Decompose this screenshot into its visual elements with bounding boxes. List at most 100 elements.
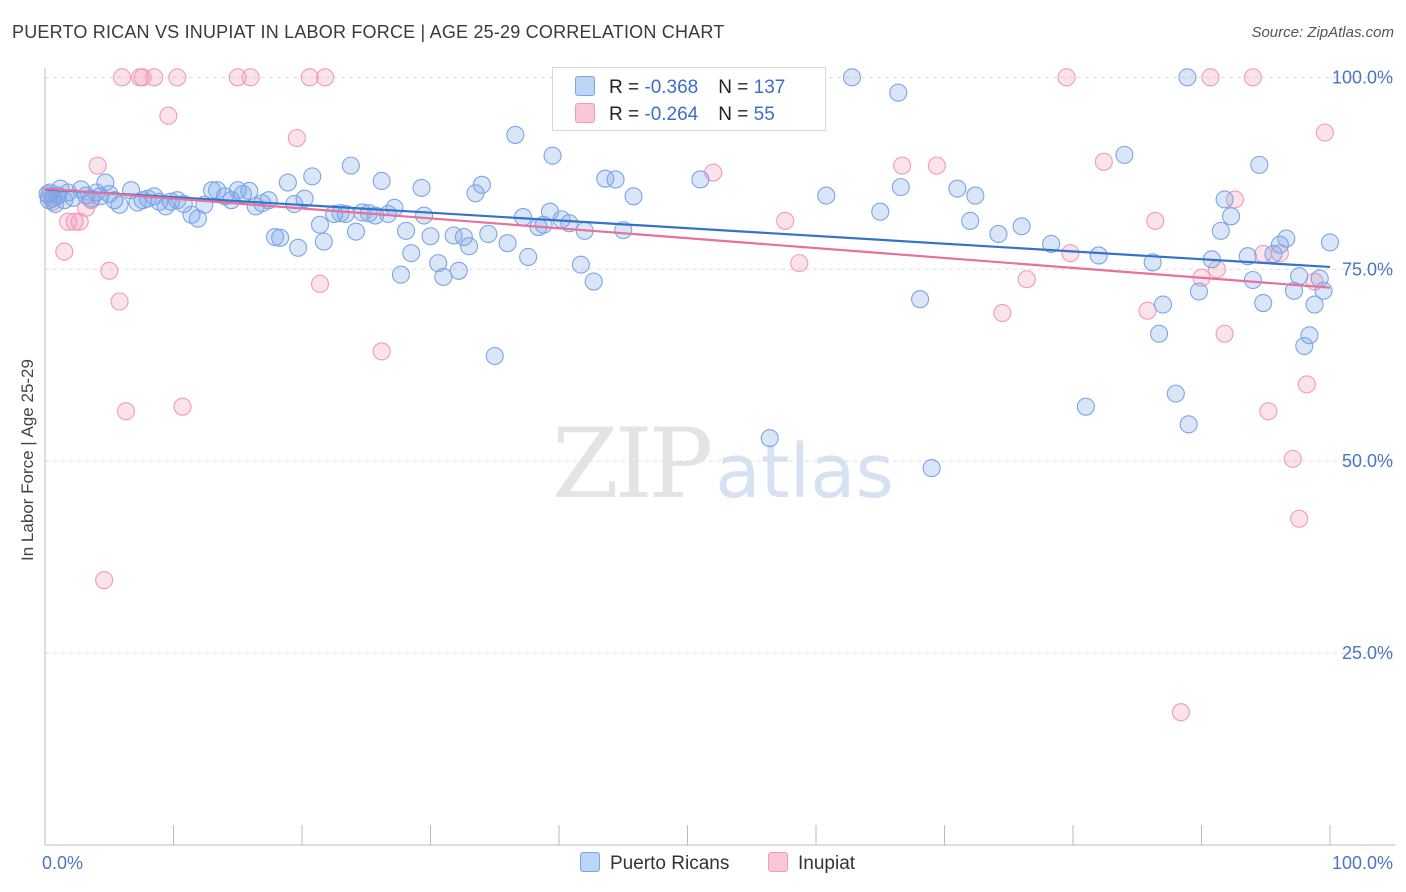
puerto-rican-point-117: [1143, 253, 1162, 272]
inupiat-point-20: [173, 397, 192, 416]
puerto-rican-point-111: [989, 224, 1008, 244]
trend-lines: [44, 187, 1331, 289]
puerto-rican-point-73: [459, 237, 479, 256]
puerto-rican-point-112: [1012, 217, 1031, 236]
puerto-rican-point-67: [421, 227, 440, 246]
inupiat-point-52: [1297, 375, 1316, 394]
puerto-rican-point-97: [691, 170, 710, 189]
correlation-legend: R = -0.368 N = 137 R = -0.264 N = 55: [552, 67, 826, 131]
puerto-rican-point-129: [1243, 270, 1262, 290]
puerto-rican-point-142: [1320, 233, 1340, 252]
y-tick-label-75: 75.0%: [1342, 259, 1393, 279]
inupiat-point-21: [228, 68, 247, 87]
pink-swatch-icon: [768, 852, 788, 872]
inupiat-point-30: [790, 254, 809, 273]
trend-line-1: [44, 187, 1331, 289]
inupiat-point-48: [1259, 402, 1278, 421]
inupiat-point-12: [110, 292, 129, 311]
puerto-rican-point-77: [485, 346, 504, 366]
inupiat-point-22: [241, 68, 260, 87]
puerto-rican-point-48: [303, 167, 322, 186]
puerto-rican-point-81: [519, 247, 538, 267]
inupiat-point-25: [310, 274, 330, 293]
puerto-rican-point-92: [606, 170, 625, 189]
blue-swatch-icon: [575, 76, 595, 96]
x-tick-label-min: 0.0%: [42, 853, 83, 873]
puerto-rican-point-115: [1089, 246, 1108, 265]
puerto-rican-point-90: [584, 272, 603, 291]
puerto-rican-point-102: [842, 68, 862, 87]
puerto-rican-point-65: [412, 178, 431, 197]
puerto-rican-point-71: [449, 261, 468, 280]
puerto-rican-point-120: [1166, 384, 1185, 403]
inupiat-point-51: [1290, 509, 1309, 528]
series-name: Puerto Ricans: [610, 853, 730, 874]
inupiat-point-45: [1225, 190, 1244, 209]
puerto-rican-point-130: [1250, 155, 1269, 174]
puerto-rican-point-79: [506, 125, 525, 144]
inupiat-point-39: [1146, 211, 1165, 230]
series-legend: Puerto Ricans Inupiat: [0, 852, 1406, 876]
watermark-zip: ZIP: [552, 408, 713, 520]
inupiat-point-10: [95, 571, 114, 590]
puerto-rican-point-114: [1076, 397, 1095, 416]
inupiat-point-33: [993, 303, 1012, 323]
puerto-rican-point-68: [429, 254, 448, 273]
legend-n-value: 55: [753, 104, 775, 125]
puerto-rican-point-105: [891, 178, 910, 197]
y-tick-label-100: 100.0%: [1332, 67, 1393, 87]
puerto-rican-point-63: [397, 221, 416, 240]
puerto-rican-point-41: [259, 191, 278, 210]
puerto-rican-point-94: [624, 187, 643, 206]
puerto-rican-point-55: [346, 222, 366, 241]
puerto-rican-point-119: [1153, 295, 1172, 314]
series-name: Inupiat: [798, 853, 856, 874]
puerto-rican-point-72: [454, 227, 473, 247]
inupiat-point-24: [300, 68, 319, 87]
puerto-rican-point-134: [1277, 229, 1296, 248]
puerto-rican-point-54: [341, 156, 360, 175]
source-label: Source: ZipAtlas.com: [1251, 24, 1394, 41]
puerto-rican-point-109: [961, 211, 980, 230]
inupiat-point-29: [776, 211, 795, 230]
puerto-rican-point-59: [372, 171, 391, 191]
inupiat-point-34: [1017, 270, 1036, 289]
puerto-rican-point-76: [479, 224, 498, 244]
legend-n-value: 137: [753, 77, 786, 98]
puerto-rican-point-87: [560, 214, 579, 233]
inupiat-point-17: [145, 68, 164, 87]
inupiat-point-26: [316, 68, 335, 87]
inupiat-point-35: [1057, 68, 1076, 87]
puerto-rican-point-125: [1211, 221, 1230, 240]
puerto-rican-point-103: [871, 202, 890, 221]
watermark: ZIPatlas: [552, 408, 894, 520]
puerto-rican-point-43: [271, 228, 290, 247]
inupiat-point-37: [1094, 152, 1113, 171]
grid-lines: [45, 76, 1395, 654]
inupiat-point-27: [372, 342, 391, 361]
legend-row-puerto-ricans: R = -0.368 N = 137: [575, 76, 785, 102]
puerto-rican-point-106: [911, 290, 930, 309]
puerto-rican-point-137: [1295, 336, 1314, 356]
puerto-rican-point-128: [1238, 247, 1257, 266]
inupiat-point-40: [1171, 703, 1190, 722]
puerto-rican-point-85: [543, 146, 562, 165]
puerto-rican-point-47: [295, 189, 314, 208]
inupiat-point-44: [1215, 324, 1234, 343]
puerto-rican-point-91: [596, 169, 615, 188]
trend-line-0: [44, 188, 1331, 269]
puerto-rican-point-132: [1264, 244, 1283, 263]
puerto-rican-point-136: [1290, 267, 1309, 286]
puerto-rican-point-123: [1189, 282, 1208, 301]
inupiat-point-38: [1138, 301, 1157, 320]
x-tick-label-max: 100.0%: [1332, 853, 1393, 873]
inupiat-point-46: [1243, 68, 1262, 87]
inupiat-point-50: [1283, 449, 1302, 468]
puerto-rican-point-44: [278, 173, 297, 192]
puerto-rican-point-69: [434, 267, 453, 286]
inupiat-points: [39, 68, 1334, 722]
puerto-rican-point-50: [314, 232, 333, 251]
puerto-rican-point-52: [331, 204, 350, 223]
pink-swatch-icon: [575, 103, 595, 123]
